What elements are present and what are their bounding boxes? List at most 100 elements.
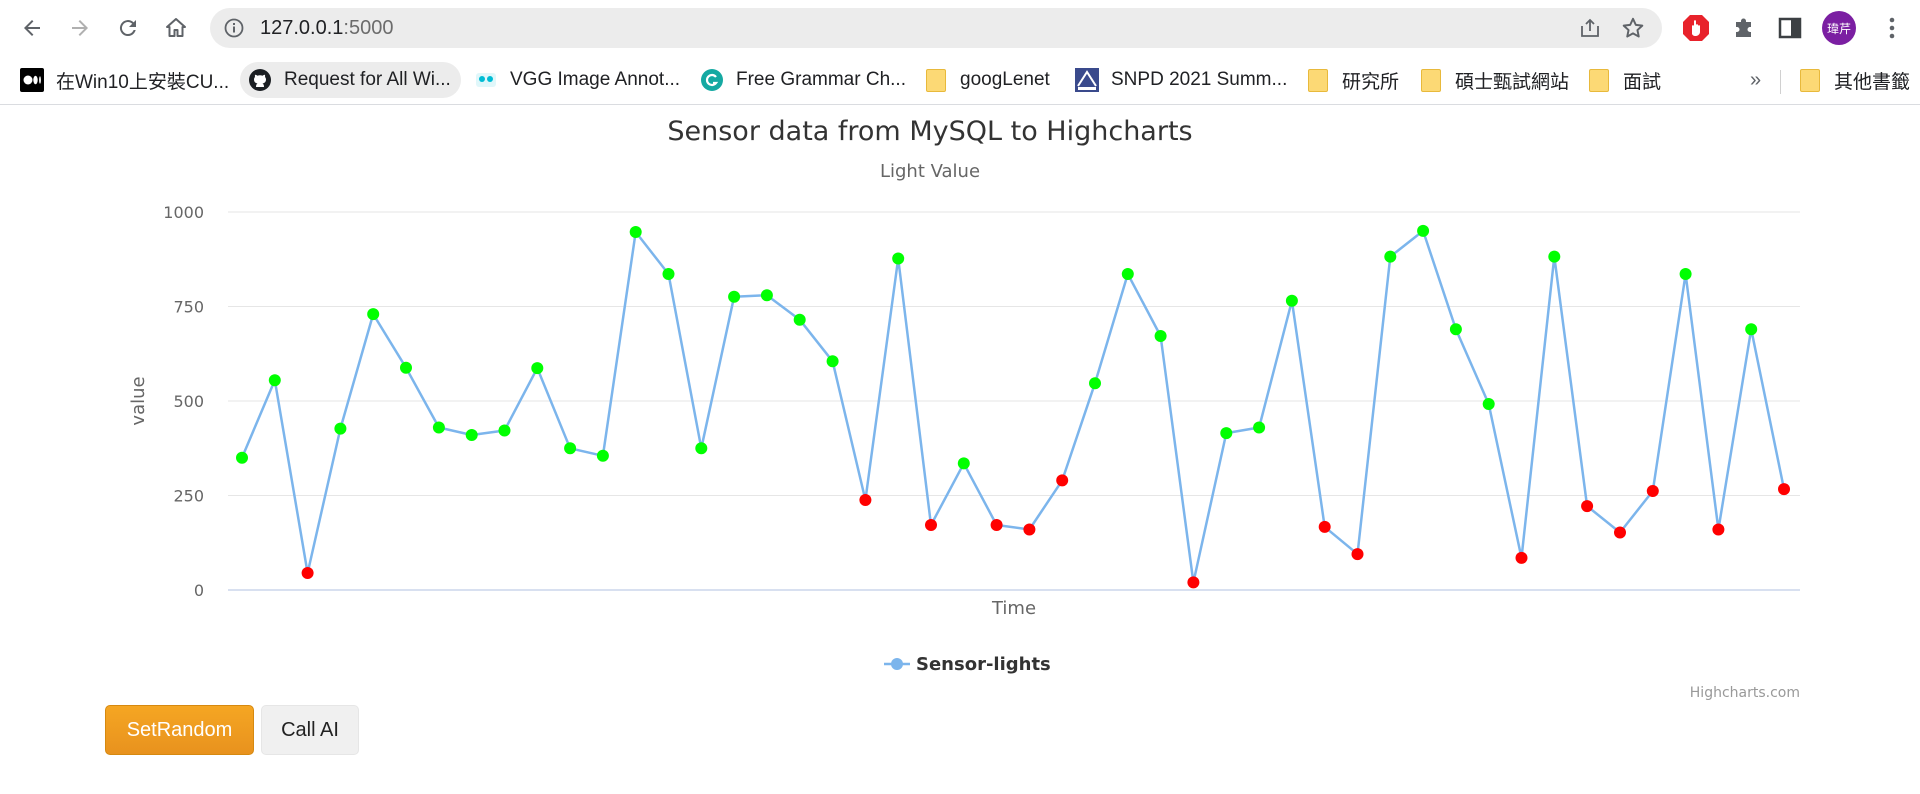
data-point[interactable] [1253,421,1266,434]
data-points [236,224,1790,589]
bookmark-grammarly[interactable]: Free Grammar Ch... [700,62,906,98]
home-icon [166,18,186,37]
data-point[interactable] [859,494,872,506]
bookmark-googlenet[interactable]: googLenet [924,62,1050,98]
y-tick-label: 750 [173,298,204,317]
folder-icon [1587,68,1611,92]
data-point[interactable] [892,252,905,265]
data-point[interactable] [662,268,675,280]
y-gridlines [228,211,1800,496]
data-point[interactable] [793,313,806,326]
legend[interactable]: Sensor-lights [884,654,1051,675]
data-point[interactable] [301,567,314,579]
data-point[interactable] [1220,427,1233,440]
forward-arrow-icon [72,20,88,36]
data-point[interactable] [1318,520,1331,533]
bookmarks-overflow-chevron[interactable]: » [1750,68,1762,91]
data-point[interactable] [1778,483,1790,496]
data-point[interactable] [728,290,741,303]
bookmark-interview[interactable]: 面試 [1587,62,1661,98]
data-point[interactable] [564,442,577,455]
bookmarks-divider [1780,70,1781,94]
data-point[interactable] [1482,398,1495,410]
data-point[interactable] [432,421,445,434]
data-point[interactable] [1614,526,1626,539]
bookmark-masters-admission[interactable]: 碩士甄試網站 [1419,62,1569,98]
series-line [240,229,1786,584]
data-point[interactable] [1515,551,1528,564]
data-point[interactable] [1089,377,1101,390]
data-point[interactable] [1351,548,1364,561]
address-bar[interactable]: 127.0.0.1:5000 [210,8,1662,48]
set-random-button[interactable]: SetRandom [105,705,254,755]
data-point[interactable] [1384,250,1397,263]
site-info-icon[interactable] [224,18,244,38]
bookmark-github[interactable]: Request for All Wi... [240,62,461,98]
extensions-button[interactable] [1728,12,1760,44]
data-point[interactable] [629,226,642,238]
data-point[interactable] [826,355,839,368]
url-text[interactable]: 127.0.0.1:5000 [260,17,394,39]
data-point[interactable] [1187,576,1200,589]
data-point[interactable] [1646,485,1659,497]
folder-icon [1798,68,1822,92]
y-axis-ticks: 0 250 500 750 1000 [163,203,204,600]
data-point[interactable] [925,519,937,531]
reload-button[interactable] [108,8,148,48]
back-button[interactable] [12,8,52,48]
bookmark-snpd[interactable]: SNPD 2021 Summ... [1075,62,1287,98]
highcharts-container: Sensor data from MySQL to Highcharts Lig… [0,105,1920,705]
bookmark-graduate-school[interactable]: 研究所 [1306,62,1399,98]
adblock-extension-button[interactable] [1680,12,1712,44]
grammarly-icon [700,68,724,92]
data-point[interactable] [990,519,1003,531]
github-icon [248,68,272,92]
data-point[interactable] [1548,250,1561,263]
data-point[interactable] [1449,323,1462,336]
data-point[interactable] [268,374,281,387]
chart-title: Sensor data from MySQL to Highcharts [667,116,1192,147]
data-point[interactable] [334,422,347,435]
x-axis-title: Time [991,598,1036,619]
forward-button[interactable] [60,8,100,48]
adblock-icon [1683,15,1709,41]
data-point[interactable] [236,451,248,464]
bookmark-vgg[interactable]: VGG Image Annot... [474,62,680,98]
bookmark-star-icon[interactable] [1620,15,1646,41]
bookmark-cuda[interactable]: 在Win10上安裝CU... [20,62,229,98]
data-point[interactable] [957,457,970,470]
legend-series-label[interactable]: Sensor-lights [916,654,1051,675]
data-point[interactable] [1712,523,1725,536]
call-ai-button[interactable]: Call AI [261,705,359,755]
data-point[interactable] [1056,474,1069,487]
data-point[interactable] [465,429,478,441]
data-point[interactable] [1023,523,1036,536]
data-point[interactable] [1121,268,1134,280]
data-point[interactable] [1154,330,1167,342]
data-point[interactable] [1581,500,1594,513]
y-axis-title: value [128,376,149,425]
home-button[interactable] [156,8,196,48]
folder-icon [924,68,948,92]
y-tick-label: 500 [173,392,204,411]
data-point[interactable] [1745,323,1758,336]
acis-icon [1075,68,1099,92]
share-icon[interactable] [1578,16,1602,40]
puzzle-piece-icon [1736,18,1751,37]
browser-toolbar: 127.0.0.1:5000 瑋芹 [0,0,1920,56]
side-panel-button[interactable] [1774,12,1806,44]
profile-avatar[interactable]: 瑋芹 [1822,11,1856,45]
data-point[interactable] [531,362,544,375]
data-point[interactable] [367,308,380,321]
highcharts-credits[interactable]: Highcharts.com [1690,685,1800,701]
data-point[interactable] [400,361,412,374]
data-point[interactable] [695,442,708,455]
data-point[interactable] [1417,224,1430,237]
data-point[interactable] [1679,268,1692,280]
data-point[interactable] [1285,294,1298,307]
data-point[interactable] [498,424,511,437]
data-point[interactable] [596,449,609,462]
data-point[interactable] [760,289,773,302]
more-menu-icon[interactable] [1880,14,1904,42]
other-bookmarks[interactable]: 其他書籤 [1798,62,1910,98]
